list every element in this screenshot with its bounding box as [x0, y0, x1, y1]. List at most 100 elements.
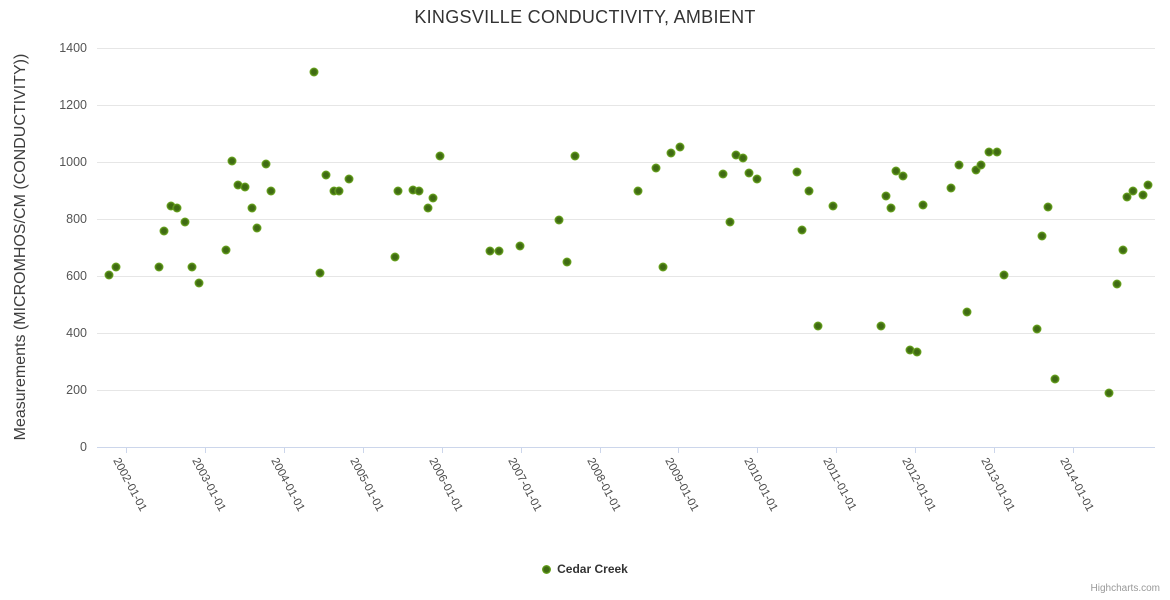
data-point[interactable]	[891, 166, 901, 176]
highcharts-credits-link[interactable]: Highcharts.com	[1090, 583, 1160, 594]
data-point[interactable]	[494, 246, 504, 256]
y-gridline	[97, 390, 1155, 391]
data-point[interactable]	[240, 182, 250, 192]
data-point[interactable]	[876, 321, 886, 331]
data-point[interactable]	[1128, 186, 1138, 196]
data-point[interactable]	[180, 217, 190, 227]
data-point[interactable]	[918, 200, 928, 210]
data-point[interactable]	[154, 262, 164, 272]
y-axis-tick-label: 400	[66, 326, 87, 340]
y-gridline	[97, 48, 1155, 49]
data-point[interactable]	[804, 186, 814, 195]
data-point[interactable]	[104, 270, 114, 280]
data-point[interactable]	[247, 203, 257, 213]
x-axis-tick	[520, 447, 522, 453]
data-point[interactable]	[194, 278, 204, 288]
data-point[interactable]	[881, 191, 891, 201]
data-point[interactable]	[423, 203, 433, 213]
data-point[interactable]	[562, 257, 572, 267]
data-point[interactable]	[515, 241, 525, 251]
data-point[interactable]	[428, 193, 438, 203]
data-point[interactable]	[658, 262, 668, 272]
data-point[interactable]	[221, 245, 231, 255]
data-point[interactable]	[905, 345, 915, 355]
data-point[interactable]	[1104, 388, 1114, 398]
data-point[interactable]	[898, 171, 908, 181]
x-axis-tick-label: 2011-01-01	[820, 456, 859, 513]
legend-item-cedar-creek[interactable]: Cedar Creek	[0, 562, 1170, 576]
data-point[interactable]	[1118, 245, 1128, 255]
data-point[interactable]	[1122, 192, 1132, 202]
data-point[interactable]	[999, 270, 1009, 280]
data-point[interactable]	[744, 168, 754, 178]
data-point[interactable]	[172, 203, 182, 213]
data-point[interactable]	[1050, 374, 1060, 384]
data-point[interactable]	[792, 167, 802, 177]
data-point[interactable]	[414, 186, 424, 195]
data-point[interactable]	[675, 142, 685, 152]
y-gridline	[97, 162, 1155, 163]
x-axis-tick	[757, 447, 759, 453]
data-point[interactable]	[1143, 180, 1153, 190]
data-point[interactable]	[813, 321, 823, 331]
x-axis-tick	[126, 447, 128, 453]
data-point[interactable]	[828, 201, 838, 211]
data-point[interactable]	[912, 347, 922, 357]
data-point[interactable]	[984, 147, 994, 157]
data-point[interactable]	[233, 180, 243, 190]
data-point[interactable]	[886, 203, 896, 213]
data-point[interactable]	[666, 148, 676, 158]
data-point[interactable]	[954, 160, 964, 170]
data-point[interactable]	[992, 147, 1002, 157]
data-point[interactable]	[390, 252, 400, 262]
x-axis-tick	[205, 447, 207, 453]
data-point[interactable]	[166, 201, 176, 211]
data-point[interactable]	[315, 268, 325, 278]
x-axis-tick-label: 2014-01-01	[1057, 456, 1096, 514]
data-point[interactable]	[633, 186, 643, 196]
data-point[interactable]	[1043, 202, 1053, 212]
data-point[interactable]	[227, 156, 237, 166]
data-point[interactable]	[797, 225, 807, 235]
data-point[interactable]	[344, 174, 354, 184]
data-point[interactable]	[752, 174, 762, 184]
data-point[interactable]	[261, 159, 271, 169]
data-point[interactable]	[1037, 231, 1047, 241]
data-point[interactable]	[946, 183, 956, 193]
data-point[interactable]	[718, 169, 728, 179]
data-point[interactable]	[554, 215, 564, 225]
data-point[interactable]	[738, 153, 748, 163]
y-axis-tick-label: 1200	[59, 98, 87, 112]
data-point[interactable]	[111, 262, 121, 272]
x-axis-tick-label: 2004-01-01	[268, 456, 307, 514]
x-axis-tick	[836, 447, 838, 453]
data-point[interactable]	[570, 151, 580, 161]
data-point[interactable]	[408, 185, 418, 195]
data-point[interactable]	[309, 67, 319, 77]
data-point[interactable]	[393, 186, 403, 195]
data-point[interactable]	[321, 170, 331, 180]
data-point[interactable]	[976, 160, 986, 170]
data-point[interactable]	[329, 186, 339, 196]
chart-title: KINGSVILLE CONDUCTIVITY, AMBIENT	[414, 7, 756, 27]
data-point[interactable]	[1032, 324, 1042, 334]
data-point[interactable]	[1112, 279, 1122, 289]
data-point[interactable]	[266, 186, 276, 196]
y-gridline	[97, 276, 1155, 277]
data-point[interactable]	[962, 307, 972, 317]
data-point[interactable]	[651, 163, 661, 173]
x-axis-tick	[994, 447, 996, 453]
data-point[interactable]	[159, 226, 169, 236]
data-point[interactable]	[485, 246, 495, 256]
data-point[interactable]	[334, 186, 344, 196]
data-point[interactable]	[1138, 190, 1148, 200]
x-axis-tick	[1072, 447, 1074, 453]
data-point[interactable]	[252, 223, 262, 233]
data-point[interactable]	[971, 165, 981, 175]
data-point[interactable]	[187, 262, 197, 272]
data-point[interactable]	[725, 217, 735, 227]
y-axis-tick-label: 800	[66, 212, 87, 226]
x-axis-tick-label: 2010-01-01	[741, 456, 780, 514]
data-point[interactable]	[435, 151, 445, 161]
data-point[interactable]	[731, 150, 741, 160]
